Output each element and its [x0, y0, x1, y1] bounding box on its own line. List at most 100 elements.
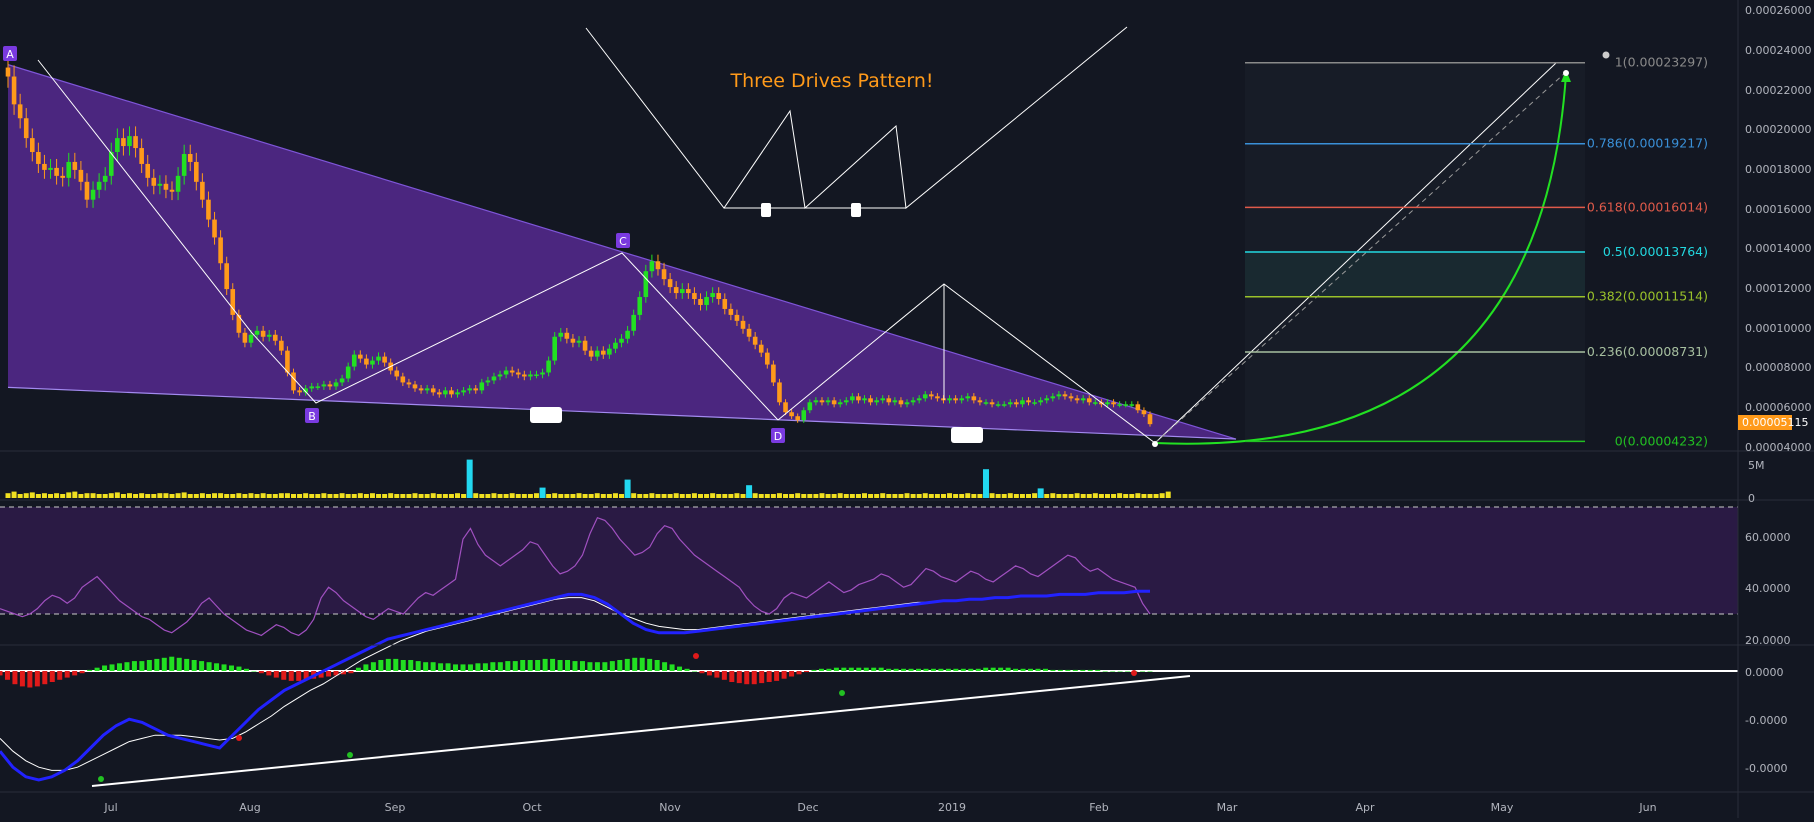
volume-bar	[48, 494, 54, 498]
macd-line	[0, 589, 1150, 782]
price-tick: 0.00010000	[1745, 322, 1811, 335]
volume-bar	[515, 494, 521, 498]
candle-body	[175, 175, 181, 192]
macd-histogram-bar	[520, 660, 526, 671]
volume-bar	[133, 494, 139, 498]
volume-bar	[1111, 494, 1117, 498]
time-tick: 2019	[938, 801, 966, 814]
candle-body	[230, 289, 236, 315]
volume-bar	[66, 492, 72, 498]
candle-body	[1068, 396, 1074, 399]
volume-bar	[236, 493, 242, 498]
candle-body	[194, 161, 199, 182]
projection-end-dot	[1563, 70, 1569, 76]
fibonacci-levels: 1(0.00023297) 0.786(0.00019217) 0.618(0.00…	[1245, 55, 1708, 448]
candle-body	[84, 181, 90, 200]
price-axis[interactable]: 0.00026000 0.00024000 0.00022000 0.00020…	[1738, 4, 1811, 454]
candle-body	[582, 340, 588, 351]
volume-bar	[649, 493, 655, 498]
volume-bar	[120, 494, 126, 498]
candle-body	[856, 396, 861, 401]
macd-cross-dot	[1131, 670, 1137, 676]
volume-bar	[151, 494, 157, 498]
volume-bar	[752, 493, 758, 498]
candle-body	[358, 354, 363, 359]
volume-bar	[485, 494, 491, 498]
macd-histogram-bar	[258, 671, 264, 674]
volume-bar	[825, 494, 831, 498]
volume-bar	[193, 494, 199, 498]
time-tick: Jun	[1638, 801, 1656, 814]
time-tick: Mar	[1217, 801, 1238, 814]
volume-bar	[254, 494, 260, 498]
macd-histogram-bar	[878, 667, 884, 671]
volume-bar	[394, 494, 400, 498]
volume-bar	[740, 494, 746, 498]
volume-bar	[1135, 493, 1141, 498]
candle-body	[266, 334, 272, 337]
candle-body	[698, 299, 703, 305]
candle-body	[443, 390, 448, 395]
candle-body	[461, 390, 466, 393]
candle-body	[734, 314, 740, 321]
candle-body	[1099, 402, 1104, 405]
three-drives-marker	[851, 203, 861, 217]
candle-body	[613, 342, 618, 349]
volume-bar	[363, 494, 369, 498]
candle-body	[916, 398, 922, 401]
volume-bar	[230, 494, 236, 498]
macd-histogram-bar	[482, 663, 488, 671]
candle-body	[108, 152, 114, 176]
macd-histogram-bar	[1013, 668, 1019, 671]
candle-body	[1044, 398, 1050, 401]
time-axis[interactable]: Jul Aug Sep Oct Nov Dec 2019 Feb Mar Apr…	[103, 801, 1656, 814]
volume-bar	[84, 493, 90, 498]
macd-histogram-bar	[848, 667, 854, 671]
macd-histogram-bar	[1028, 668, 1034, 671]
candle-body	[17, 104, 23, 119]
volume-bar	[667, 494, 673, 498]
volume-bar	[1153, 494, 1159, 498]
candle-body	[455, 392, 460, 395]
candle-body	[503, 370, 509, 375]
macd-histogram-bar	[102, 665, 108, 671]
time-tick: Sep	[385, 801, 406, 814]
volume-bar	[673, 493, 679, 498]
volume-bar	[1086, 494, 1092, 498]
volume-spike	[746, 485, 753, 498]
fib-level-label: 0.786(0.00019217)	[1587, 136, 1708, 151]
volume-bar	[303, 493, 309, 498]
rsi-line	[0, 516, 1151, 637]
volume-bar	[1026, 494, 1032, 498]
candle-body	[880, 398, 886, 401]
candle-body	[965, 396, 971, 399]
volume-bar	[801, 494, 807, 498]
candle-body	[394, 370, 400, 377]
macd-histogram-bar	[12, 671, 18, 685]
volume-bar	[29, 492, 35, 498]
volume-bar	[1062, 494, 1068, 498]
candle-body	[90, 189, 96, 200]
candle-body	[376, 356, 381, 361]
candle-body	[704, 297, 709, 305]
volume-bar	[388, 493, 394, 498]
candle-body	[54, 167, 59, 176]
candle-body	[1001, 404, 1007, 406]
candle-body	[181, 154, 187, 176]
volume-bar	[940, 494, 946, 498]
macd-histogram-bar	[273, 671, 279, 678]
macd-histogram-bar	[0, 671, 3, 676]
candle-body	[625, 330, 630, 339]
candle-body	[260, 330, 266, 337]
time-tick: Oct	[522, 801, 542, 814]
macd-histogram-bar	[930, 668, 936, 671]
price-tick: 0.00006000	[1745, 401, 1811, 414]
volume-bar	[181, 492, 187, 498]
candle-body	[619, 338, 624, 343]
candle-body	[212, 219, 217, 238]
volume-bar	[631, 493, 637, 498]
volume-bar	[947, 493, 953, 498]
macd-histogram-bar	[1080, 669, 1086, 671]
